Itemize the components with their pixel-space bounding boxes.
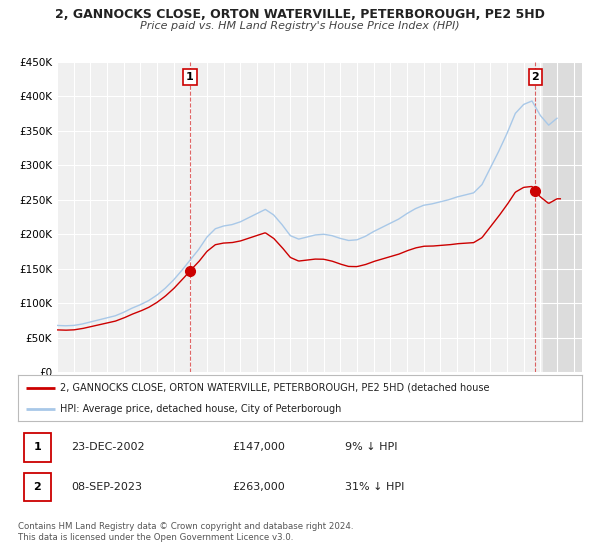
Text: 2, GANNOCKS CLOSE, ORTON WATERVILLE, PETERBOROUGH, PE2 5HD (detached house: 2, GANNOCKS CLOSE, ORTON WATERVILLE, PET… bbox=[60, 382, 490, 393]
Text: This data is licensed under the Open Government Licence v3.0.: This data is licensed under the Open Gov… bbox=[18, 533, 293, 542]
Text: Price paid vs. HM Land Registry's House Price Index (HPI): Price paid vs. HM Land Registry's House … bbox=[140, 21, 460, 31]
Text: 23-DEC-2002: 23-DEC-2002 bbox=[71, 442, 145, 452]
Text: 31% ↓ HPI: 31% ↓ HPI bbox=[345, 482, 404, 492]
Text: 1: 1 bbox=[34, 442, 41, 452]
Text: HPI: Average price, detached house, City of Peterborough: HPI: Average price, detached house, City… bbox=[60, 404, 341, 414]
Text: £147,000: £147,000 bbox=[232, 442, 285, 452]
Bar bbox=[543, 62, 582, 372]
Text: 2: 2 bbox=[531, 72, 539, 82]
Text: 2, GANNOCKS CLOSE, ORTON WATERVILLE, PETERBOROUGH, PE2 5HD: 2, GANNOCKS CLOSE, ORTON WATERVILLE, PET… bbox=[55, 8, 545, 21]
Text: 9% ↓ HPI: 9% ↓ HPI bbox=[345, 442, 398, 452]
Text: Contains HM Land Registry data © Crown copyright and database right 2024.: Contains HM Land Registry data © Crown c… bbox=[18, 522, 353, 531]
FancyBboxPatch shape bbox=[23, 473, 51, 501]
Text: £263,000: £263,000 bbox=[232, 482, 285, 492]
Text: 1: 1 bbox=[186, 72, 194, 82]
FancyBboxPatch shape bbox=[23, 433, 51, 461]
Text: 2: 2 bbox=[34, 482, 41, 492]
Text: 08-SEP-2023: 08-SEP-2023 bbox=[71, 482, 143, 492]
